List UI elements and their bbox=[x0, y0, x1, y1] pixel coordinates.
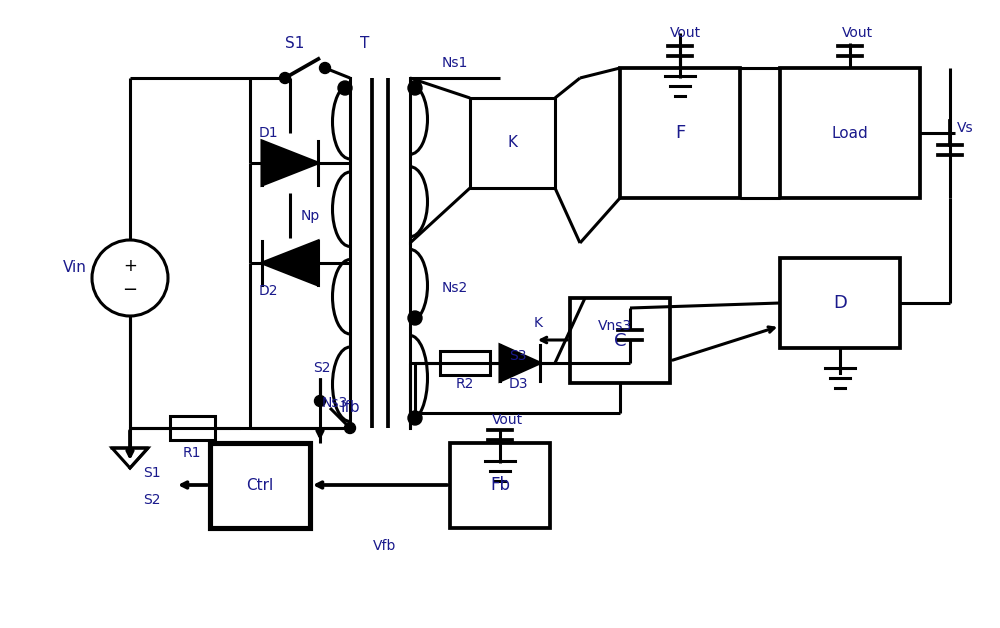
Text: S2: S2 bbox=[313, 361, 331, 375]
Text: Vfb: Vfb bbox=[373, 539, 397, 553]
Text: Ns1: Ns1 bbox=[442, 56, 468, 70]
Text: D3: D3 bbox=[508, 377, 528, 391]
Circle shape bbox=[408, 81, 422, 95]
Text: F: F bbox=[675, 124, 685, 142]
Text: Vout: Vout bbox=[669, 26, 701, 40]
Circle shape bbox=[408, 311, 422, 325]
Circle shape bbox=[320, 63, 330, 73]
Circle shape bbox=[92, 240, 168, 316]
Text: Vns3: Vns3 bbox=[598, 319, 632, 333]
Text: Np: Np bbox=[300, 209, 320, 223]
Circle shape bbox=[314, 396, 326, 406]
Bar bbox=[170, 416, 215, 440]
Bar bbox=[470, 98, 555, 188]
Text: +: + bbox=[123, 257, 137, 275]
Bar bbox=[780, 68, 920, 198]
Text: −: − bbox=[122, 281, 138, 299]
Bar bbox=[210, 443, 310, 528]
Text: C: C bbox=[614, 332, 626, 350]
Polygon shape bbox=[112, 448, 148, 468]
Text: K: K bbox=[508, 136, 518, 151]
Text: D2: D2 bbox=[258, 284, 278, 298]
Text: D1: D1 bbox=[258, 126, 278, 140]
Polygon shape bbox=[262, 241, 318, 285]
Polygon shape bbox=[500, 345, 540, 381]
Text: Load: Load bbox=[832, 126, 868, 141]
Text: S1: S1 bbox=[285, 36, 305, 50]
Text: S3: S3 bbox=[509, 349, 527, 363]
Circle shape bbox=[280, 72, 290, 84]
Bar bbox=[780, 258, 900, 348]
Text: Ns3: Ns3 bbox=[322, 396, 348, 410]
Text: Ifb: Ifb bbox=[340, 401, 360, 416]
Text: Vs: Vs bbox=[957, 121, 973, 135]
Text: Vout: Vout bbox=[841, 26, 873, 40]
Bar bbox=[440, 351, 490, 375]
Text: K: K bbox=[534, 316, 542, 330]
Text: D: D bbox=[833, 294, 847, 312]
Text: T: T bbox=[360, 36, 370, 50]
Text: Fb: Fb bbox=[490, 477, 510, 494]
Bar bbox=[620, 68, 740, 198]
Circle shape bbox=[408, 411, 422, 425]
Text: Vin: Vin bbox=[63, 261, 87, 276]
Text: Vout: Vout bbox=[491, 413, 523, 427]
Circle shape bbox=[338, 81, 352, 95]
Bar bbox=[570, 298, 670, 383]
Bar bbox=[450, 443, 550, 528]
Text: Ns2: Ns2 bbox=[442, 281, 468, 295]
Text: Ctrl: Ctrl bbox=[246, 478, 274, 493]
Text: R2: R2 bbox=[456, 377, 474, 391]
Polygon shape bbox=[262, 141, 318, 185]
Text: R1: R1 bbox=[183, 446, 201, 460]
Text: S2: S2 bbox=[143, 493, 161, 507]
Circle shape bbox=[344, 423, 356, 433]
Text: S1: S1 bbox=[143, 466, 161, 480]
